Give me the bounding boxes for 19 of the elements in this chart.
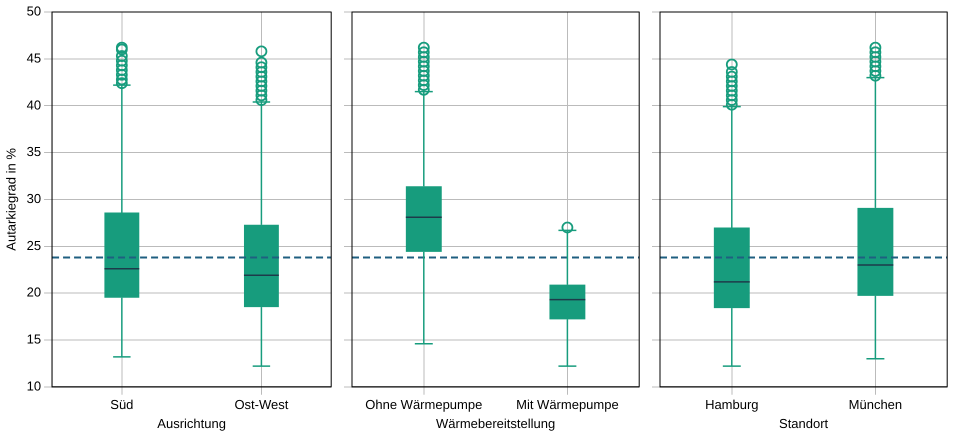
- y-tick-label: 10: [26, 378, 42, 394]
- x-tick-label: München: [848, 397, 902, 412]
- x-tick-label: Hamburg: [705, 397, 759, 412]
- y-tick-label: 20: [26, 284, 42, 300]
- y-tick-label: 40: [26, 97, 42, 112]
- y-axis-title: Autarkiegrad in %: [3, 148, 18, 251]
- x-tick-label: Mit Wärmepumpe: [516, 397, 619, 412]
- x-axis-title: Ausrichtung: [157, 416, 226, 431]
- x-tick-label: Ohne Wärmepumpe: [365, 397, 482, 412]
- x-axis-title: Standort: [779, 416, 829, 431]
- y-tick-label: 45: [26, 50, 42, 66]
- y-tick-label: 30: [26, 190, 42, 206]
- x-axis-title: Wärmebereitstellung: [436, 416, 556, 431]
- y-tick-label: 15: [26, 332, 42, 347]
- x-tick-label: Ost-West: [234, 397, 289, 412]
- y-tick-label: 50: [26, 4, 42, 19]
- x-tick-label: Süd: [110, 397, 134, 412]
- y-tick-label: 35: [26, 144, 42, 160]
- y-tick-label: 25: [26, 238, 42, 253]
